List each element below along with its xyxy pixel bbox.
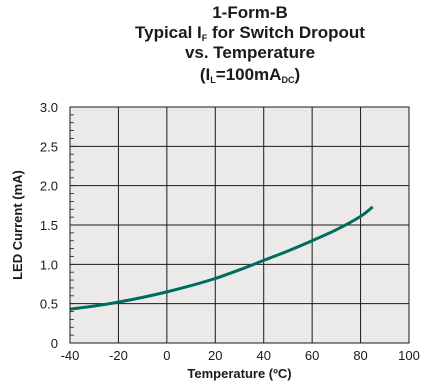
y-tick-label: 2.0: [40, 179, 58, 194]
plot-border: [69, 106, 410, 344]
x-tick-label: 20: [208, 348, 222, 363]
x-axis-label: Temperature (ºC): [187, 366, 291, 381]
x-tick-label: 0: [163, 348, 170, 363]
series: [69, 205, 374, 311]
y-tick-label: 3.0: [40, 100, 58, 115]
chart-title-line3: vs. Temperature: [184, 43, 316, 62]
chart-title-line1: 1-Form-B: [212, 3, 288, 22]
x-tick-label: 100: [398, 348, 420, 363]
chart-title-line4: (IL=100mADC): [199, 65, 301, 85]
y-tick-label: 1.5: [40, 218, 58, 233]
x-tick-label: 60: [305, 348, 319, 363]
chart-title-line2: Typical IF for Switch Dropout: [135, 23, 365, 43]
y-tick-label: 1.0: [40, 257, 58, 272]
x-tick-label: -40: [61, 348, 80, 363]
y-tick-label: 0: [51, 336, 58, 351]
y-tick-label: 0.5: [40, 297, 58, 312]
x-tick-labels: -40 -20 0 20 40 60 80 100: [61, 348, 420, 363]
x-tick-label: 80: [353, 348, 367, 363]
y-tick-label: 2.5: [40, 139, 58, 154]
y-axis-label: LED Current (mA): [10, 170, 25, 280]
x-tick-label: 40: [256, 348, 270, 363]
y-tick-labels: 0 0.5 1.0 1.5 2.0 2.5 3.0: [40, 100, 58, 351]
series-line: [69, 205, 374, 311]
x-tick-label: -20: [109, 348, 128, 363]
